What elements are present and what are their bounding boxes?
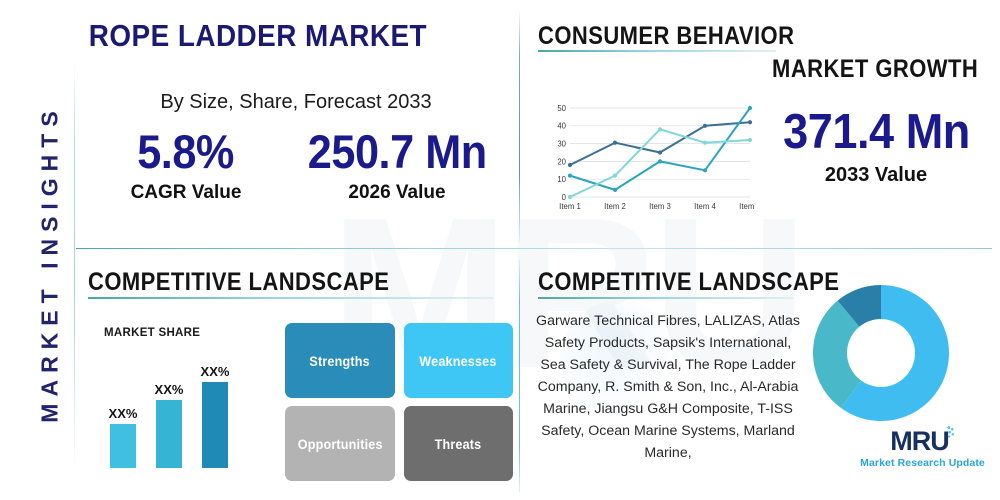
stat-2026-caption: 2026 Value <box>348 182 446 203</box>
svg-text:XX%: XX% <box>155 382 184 397</box>
swot-label-threats: Threats <box>434 435 482 452</box>
svg-text:Item 1: Item 1 <box>559 202 581 211</box>
section-header-market-growth-text: MARKET GROWTH <box>771 55 978 83</box>
swot-box-weaknesses[interactable]: Weaknesses <box>403 323 513 398</box>
stat-cagr-value: 5.8% <box>96 128 276 175</box>
svg-text:10: 10 <box>557 175 566 184</box>
section-header-competitive-landscape-left: COMPETITIVE LANDSCAPE <box>88 268 390 296</box>
swot-box-strengths[interactable]: Strengths <box>285 323 395 398</box>
stat-cagr-value-text: 5.8% <box>137 125 235 178</box>
market-share-bar-chart: XX% XX% XX% <box>109 364 230 468</box>
page-title-text: ROPE LADDER MARKET <box>88 18 428 53</box>
logo-tagline: Market Research Update <box>860 457 985 469</box>
line-chart-x-axis-labels: Item 1 Item 2 Item 3 Item 4 Item 5 <box>559 202 756 211</box>
vertical-divider-top <box>519 10 521 242</box>
stat-2026: 250.7 Mn 2026 Value <box>282 128 512 204</box>
svg-text:30: 30 <box>557 140 566 149</box>
svg-text:XX%: XX% <box>201 364 230 379</box>
logo-sparkle-icon <box>945 425 955 438</box>
stat-2033-value: 371.4 Mn <box>760 108 992 157</box>
sidebar-label: MARKET INSIGHTS <box>36 104 63 423</box>
svg-text:40: 40 <box>557 122 566 131</box>
vertical-divider-bottom <box>519 260 521 492</box>
horizontal-divider <box>76 248 992 250</box>
section-rule-competitive-landscape-right <box>538 297 793 299</box>
logo-mark-text: MR <box>890 426 931 456</box>
section-header-competitive-landscape-right: COMPETITIVE LANDSCAPE <box>538 268 840 296</box>
swot-label-opportunities: Opportunities <box>297 435 383 452</box>
svg-text:Item 3: Item 3 <box>649 202 671 211</box>
bar-chart-labels: XX% XX% XX% <box>109 364 230 421</box>
svg-text:Item 2: Item 2 <box>604 202 626 211</box>
stat-2033: 371.4 Mn 2033 Value <box>760 108 992 187</box>
company-list: Garware Technical Fibres, LALIZAS, Atlas… <box>536 313 800 461</box>
svg-text:Item 4: Item 4 <box>694 202 716 211</box>
swot-label-strengths: Strengths <box>309 352 370 369</box>
swot-box-threats[interactable]: Threats <box>403 406 513 481</box>
swot-grid: Strengths Weaknesses Opportunities Threa… <box>285 323 513 481</box>
market-share-donut-chart <box>813 285 949 421</box>
stat-2033-caption: 2033 Value <box>824 164 928 186</box>
section-rule-consumer-behavior <box>538 50 776 52</box>
section-rule-competitive-landscape-left <box>88 297 493 299</box>
donut-segments <box>813 285 949 421</box>
stat-2026-value: 250.7 Mn <box>282 128 512 175</box>
market-share-title: MARKET SHARE <box>104 327 201 339</box>
stat-2026-value-text: 250.7 Mn <box>307 125 487 178</box>
section-header-market-growth: MARKET GROWTH <box>610 55 992 84</box>
svg-text:0: 0 <box>562 193 567 202</box>
sidebar-divider <box>74 62 75 472</box>
page-title: ROPE LADDER MARKET <box>0 18 516 54</box>
svg-text:XX%: XX% <box>109 406 138 421</box>
stat-cagr: 5.8% CAGR Value <box>96 128 276 204</box>
svg-text:50: 50 <box>557 104 566 113</box>
logo-mark-tail: U <box>930 426 949 456</box>
swot-box-opportunities[interactable]: Opportunities <box>285 406 395 481</box>
stat-cagr-caption: CAGR Value <box>130 182 242 203</box>
svg-text:Item 5: Item 5 <box>739 202 756 211</box>
section-header-consumer-behavior: CONSUMER BEHAVIOR <box>538 22 795 50</box>
stat-2033-value-text: 371.4 Mn <box>782 105 970 159</box>
brand-logo: MRU Market Research Update <box>855 425 990 469</box>
line-chart-series <box>567 105 753 200</box>
line-chart-y-axis-labels: 0 10 20 30 40 50 <box>557 104 566 202</box>
swot-label-weaknesses: Weaknesses <box>419 352 497 369</box>
bar-chart-bars <box>110 382 228 468</box>
logo-mark: MRU <box>855 425 990 456</box>
page-subtitle: By Size, Share, Forecast 2033 <box>160 91 432 113</box>
svg-text:20: 20 <box>557 157 566 166</box>
